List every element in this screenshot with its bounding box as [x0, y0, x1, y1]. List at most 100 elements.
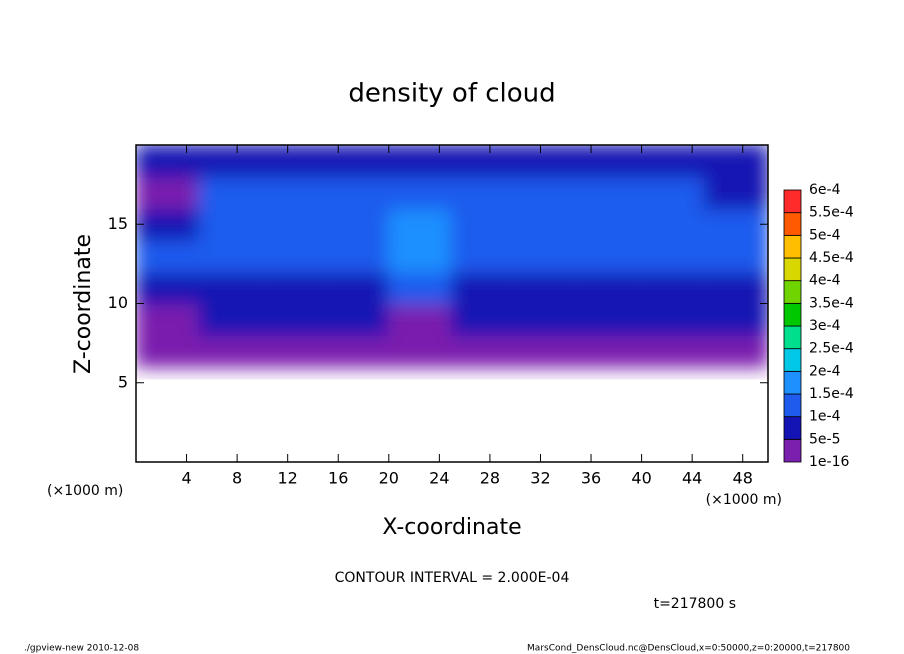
x-tick-label: 32 — [530, 469, 550, 488]
cell — [324, 302, 390, 337]
colorbar-box — [783, 280, 802, 304]
cell — [136, 175, 201, 210]
colorbar-box — [783, 302, 802, 327]
cell — [136, 207, 201, 242]
cell — [514, 334, 580, 368]
cell — [514, 207, 580, 242]
cells — [136, 145, 768, 368]
cell — [451, 302, 517, 337]
cell — [198, 239, 264, 273]
colorbar-box — [783, 325, 802, 350]
x-tick-label: 20 — [379, 469, 399, 488]
colorbar-label: 1e-16 — [809, 454, 849, 470]
cell — [451, 175, 517, 210]
cell — [136, 239, 201, 273]
cell — [514, 145, 580, 178]
cell — [261, 270, 327, 305]
x-tick-label: 8 — [232, 469, 242, 488]
x-tick-label: 16 — [328, 469, 348, 488]
cell — [451, 334, 517, 368]
cell — [640, 334, 706, 368]
colorbar-label: 2e-4 — [809, 363, 841, 379]
cell — [577, 239, 643, 273]
cell — [324, 145, 390, 178]
y-tick-label: 15 — [108, 214, 128, 233]
cell — [577, 207, 643, 242]
colorbar-box — [783, 234, 802, 259]
colorbar-label: 1.5e-4 — [809, 386, 854, 402]
colorbar-label: 3.5e-4 — [809, 295, 854, 311]
cell — [136, 145, 201, 178]
cell — [451, 207, 517, 242]
x-tick-label: 36 — [581, 469, 601, 488]
cell — [324, 175, 390, 210]
colorbar-label: 5e-4 — [809, 227, 841, 243]
cell — [451, 270, 517, 305]
x-tick-label: 44 — [682, 469, 702, 488]
cell — [387, 270, 453, 305]
cell — [703, 270, 768, 305]
x-tick-label: 12 — [278, 469, 298, 488]
cell — [136, 302, 201, 337]
cell — [136, 270, 201, 305]
colorbar-box — [783, 416, 802, 440]
colorbar-label: 5.5e-4 — [809, 205, 854, 221]
cell — [387, 334, 453, 368]
colorbar-box — [783, 189, 802, 214]
cell — [577, 302, 643, 337]
colorbar-box — [783, 257, 802, 282]
cell — [640, 302, 706, 337]
cell — [198, 334, 264, 368]
cell — [514, 302, 580, 337]
cell — [261, 175, 327, 210]
colorbar-box — [783, 212, 802, 236]
chart-title: density of cloud — [348, 79, 555, 109]
cell — [577, 175, 643, 210]
contour-note: CONTOUR INTERVAL = 2.000E-04 — [335, 570, 570, 586]
cell — [198, 175, 264, 210]
cell — [324, 207, 390, 242]
cell — [198, 302, 264, 337]
cell — [136, 334, 201, 368]
cell — [514, 239, 580, 273]
colorbar-label: 4.5e-4 — [809, 250, 854, 266]
time-label: t=217800 s — [654, 596, 736, 612]
colorbar-label: 2.5e-4 — [809, 341, 854, 357]
colorbar-box — [783, 370, 802, 395]
x-axis-label: X-coordinate — [382, 515, 521, 540]
cell — [640, 239, 706, 273]
colorbar-label: 6e-4 — [809, 182, 841, 198]
y-axis-unit: (×1000 m) — [47, 483, 123, 499]
colorbar-label: 1e-4 — [809, 409, 841, 425]
cell — [703, 145, 768, 178]
x-tick-label: 28 — [480, 469, 500, 488]
x-tick-label: 24 — [429, 469, 449, 488]
cell — [451, 239, 517, 273]
cell — [387, 207, 453, 242]
cell — [261, 302, 327, 337]
cell — [387, 302, 453, 337]
colorbar-label: 5e-5 — [809, 431, 840, 447]
cell — [577, 334, 643, 368]
cell — [703, 175, 768, 210]
cell — [514, 270, 580, 305]
cell — [640, 270, 706, 305]
cell — [198, 207, 264, 242]
cell — [703, 302, 768, 337]
x-axis-unit: (×1000 m) — [706, 492, 782, 508]
colorbar-box — [783, 438, 802, 463]
cell — [451, 145, 517, 178]
cell — [640, 207, 706, 242]
cell — [703, 334, 768, 368]
y-tick-label: 10 — [108, 293, 128, 312]
cell — [577, 145, 643, 178]
y-tick-label: 5 — [118, 372, 128, 391]
cell — [261, 334, 327, 368]
cell — [198, 270, 264, 305]
colorbar-label: 3e-4 — [809, 318, 841, 334]
cell — [324, 270, 390, 305]
colorbar-label: 4e-4 — [809, 273, 841, 289]
cell — [703, 239, 768, 273]
x-tick-label: 4 — [181, 469, 191, 488]
